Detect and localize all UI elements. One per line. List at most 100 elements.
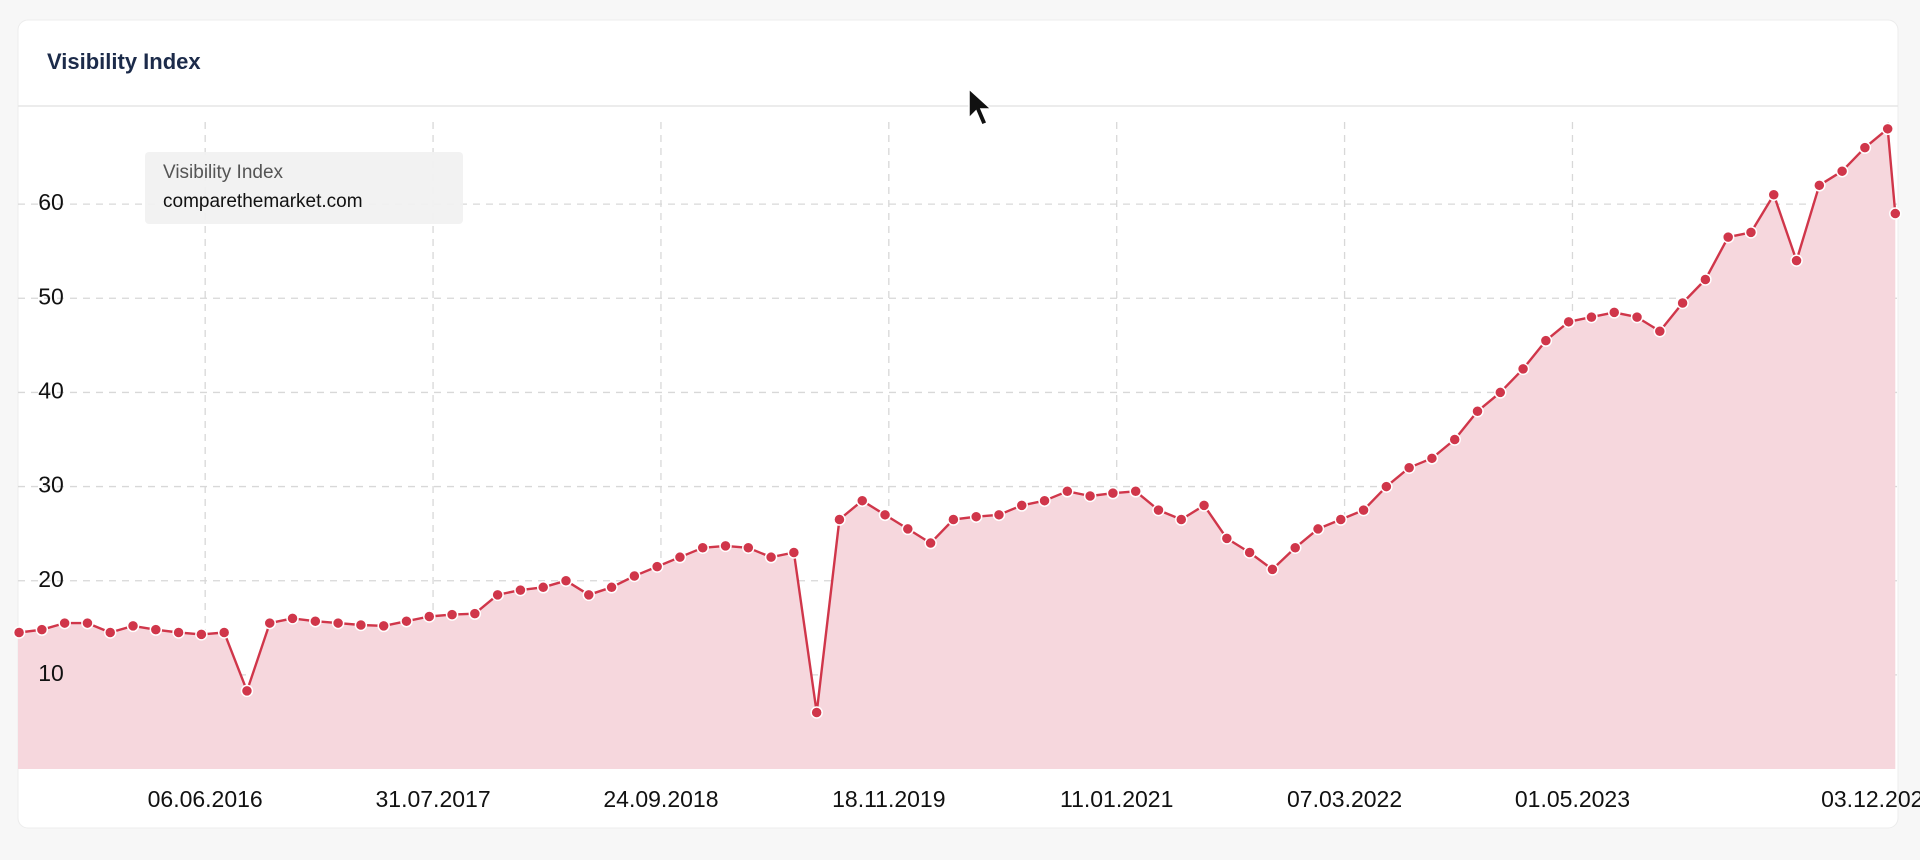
data-point <box>1311 522 1325 536</box>
data-point <box>1015 499 1029 512</box>
data-point <box>1676 296 1689 310</box>
data-point <box>1889 207 1902 220</box>
plot: 10 20 30 40 50 60 06.06.2016 31.07.2017 24.09.20… <box>12 122 1920 812</box>
data-point <box>1881 122 1894 136</box>
data-point <box>1630 310 1644 324</box>
data-point <box>628 569 641 583</box>
data-point <box>559 574 573 587</box>
data-point <box>1562 315 1575 329</box>
x-tick-label: 03.12.2024 <box>1821 786 1920 812</box>
data-point <box>195 628 208 641</box>
data-point <box>1813 179 1826 192</box>
data-point <box>1585 310 1598 324</box>
x-tick-label: 01.05.2023 <box>1515 786 1630 812</box>
data-point <box>126 619 140 633</box>
data-point <box>764 550 778 564</box>
data-point <box>1699 273 1712 286</box>
data-point <box>12 626 26 639</box>
x-tick-label: 11.01.2021 <box>1060 786 1173 812</box>
data-point <box>901 522 915 536</box>
data-point <box>81 616 94 630</box>
data-point <box>263 616 277 630</box>
area-fill <box>18 128 1896 770</box>
data-point <box>1494 386 1507 399</box>
x-tick-label: 07.03.2022 <box>1287 786 1402 812</box>
data-point <box>1471 405 1484 418</box>
legend-title: Visibility Index <box>163 162 284 183</box>
data-point <box>1539 334 1553 347</box>
data-point <box>400 614 413 628</box>
data-point <box>1038 494 1051 507</box>
data-point <box>1767 188 1781 201</box>
data-point <box>1220 532 1234 545</box>
data-point <box>1425 452 1439 465</box>
data-point <box>1858 141 1872 154</box>
y-tick-label: 20 <box>38 566 64 592</box>
data-point <box>58 616 71 630</box>
data-point <box>878 508 892 522</box>
data-point <box>1357 503 1370 517</box>
data-point <box>240 684 254 698</box>
data-point <box>1607 306 1621 319</box>
x-tick-label: 24.09.2018 <box>603 786 718 812</box>
data-point <box>217 626 231 639</box>
data-point <box>969 510 983 523</box>
data-point <box>1835 164 1849 178</box>
data-point <box>673 550 687 564</box>
data-point <box>149 623 163 636</box>
legend-entry: comparethemarket.com <box>163 191 363 212</box>
y-tick-label: 40 <box>38 378 64 404</box>
y-tick-label: 10 <box>38 660 64 686</box>
data-point <box>1288 541 1302 555</box>
y-tick-label: 30 <box>38 472 64 498</box>
data-point <box>1790 254 1803 267</box>
data-point <box>286 612 299 625</box>
data-point <box>1152 503 1165 517</box>
data-point <box>833 513 846 526</box>
data-point <box>1197 499 1211 512</box>
data-point <box>445 608 459 621</box>
x-tick-label: 18.11.2019 <box>832 786 945 812</box>
data-point <box>1106 486 1120 500</box>
data-point <box>947 513 960 526</box>
data-point <box>172 626 185 639</box>
data-point <box>1380 480 1393 493</box>
data-point <box>354 618 368 632</box>
data-point <box>1243 546 1256 559</box>
data-point <box>1744 226 1758 239</box>
data-point <box>1334 513 1348 526</box>
data-point <box>1129 485 1142 498</box>
data-point <box>35 623 49 636</box>
data-point <box>1061 485 1074 498</box>
data-point <box>719 539 732 553</box>
x-tick-label: 06.06.2016 <box>148 786 263 812</box>
data-point <box>309 614 322 628</box>
data-point <box>468 607 482 620</box>
data-point <box>331 616 345 630</box>
data-point <box>491 588 504 602</box>
data-point <box>855 494 869 507</box>
data-point <box>1653 324 1667 338</box>
data-point <box>605 581 618 594</box>
data-point <box>377 619 390 633</box>
data-point <box>1175 513 1188 526</box>
data-point <box>1083 489 1097 503</box>
data-point <box>423 610 436 623</box>
data-point <box>696 541 709 555</box>
mouse-cursor <box>968 87 993 126</box>
data-point <box>1721 230 1735 244</box>
x-tick-label: 31.07.2017 <box>376 786 491 812</box>
data-point <box>103 626 117 639</box>
data-point <box>514 583 527 597</box>
legend-box <box>145 152 463 224</box>
data-point <box>810 706 823 719</box>
data-point <box>536 581 550 594</box>
data-point <box>787 546 801 559</box>
data-point <box>992 508 1006 522</box>
data-point <box>1448 433 1461 446</box>
y-tick-label: 60 <box>38 189 64 215</box>
data-point <box>650 560 664 573</box>
y-tick-label: 50 <box>38 283 64 309</box>
data-point <box>1402 461 1416 474</box>
